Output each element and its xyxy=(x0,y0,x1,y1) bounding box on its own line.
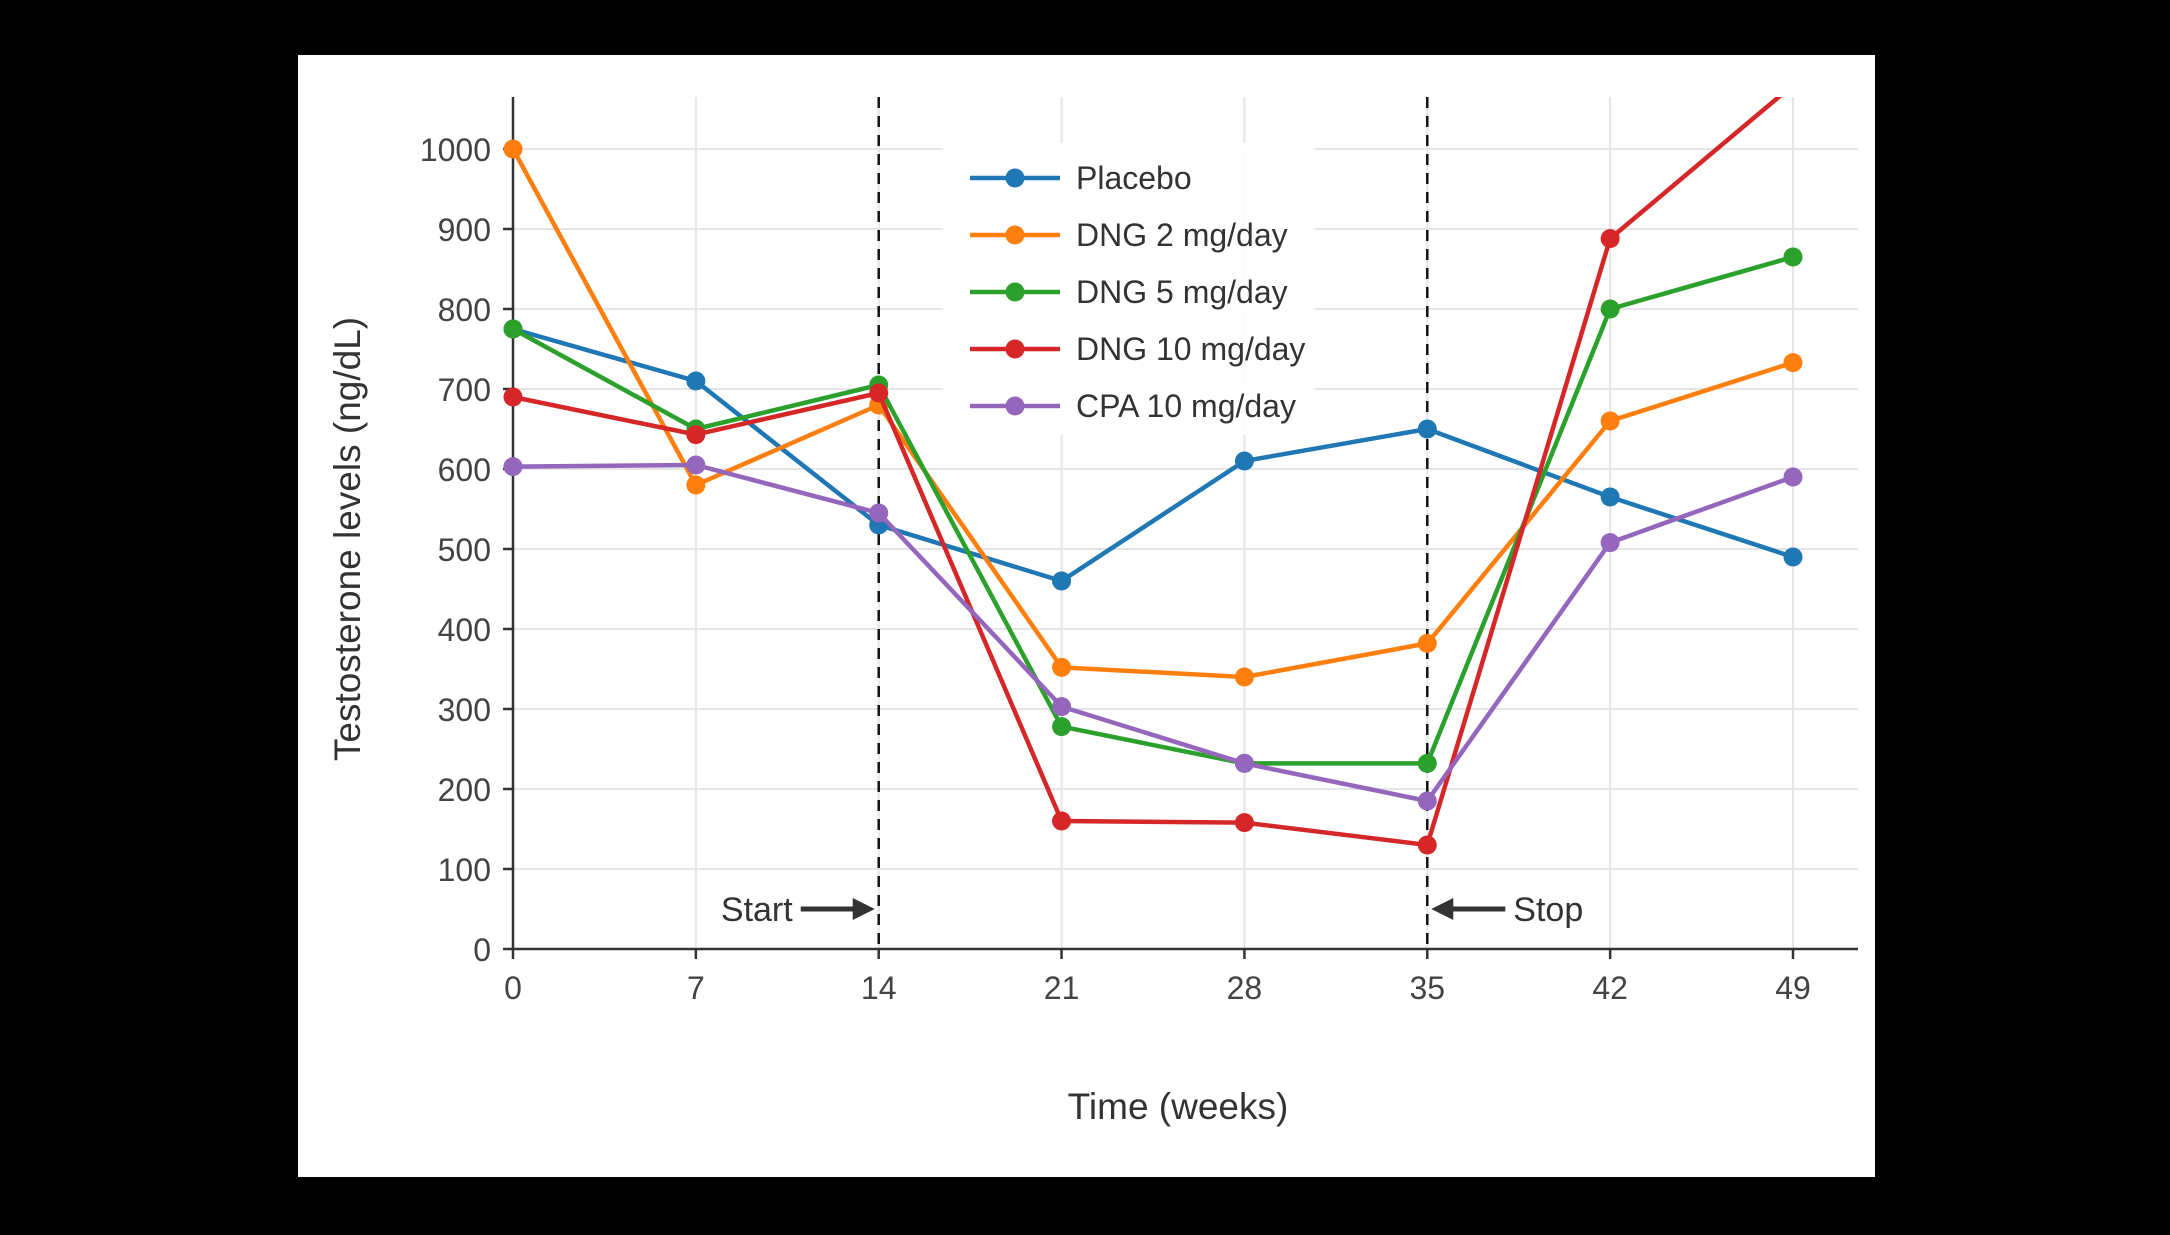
annotation-start: Start xyxy=(721,891,875,929)
x-tick-label: 28 xyxy=(1227,970,1263,1006)
data-point[interactable] xyxy=(869,383,889,403)
x-tick-label: 35 xyxy=(1409,970,1445,1006)
data-point[interactable] xyxy=(1052,571,1072,591)
data-point[interactable] xyxy=(1417,791,1437,811)
data-point[interactable] xyxy=(1417,753,1437,773)
legend-label: DNG 2 mg/day xyxy=(1076,217,1288,253)
legend: Placebo DNG 2 mg/day DNG 5 mg/day DNG 10 mg… xyxy=(943,143,1315,435)
legend-item[interactable]: DNG 2 mg/day xyxy=(970,217,1288,253)
legend-marker xyxy=(1005,396,1025,416)
series-line xyxy=(510,462,1796,804)
data-point[interactable] xyxy=(503,319,523,339)
legend-marker xyxy=(1005,339,1025,359)
data-point[interactable] xyxy=(686,455,706,475)
data-point[interactable] xyxy=(686,425,706,445)
data-point[interactable] xyxy=(1600,487,1620,507)
y-tick-label: 200 xyxy=(438,772,491,808)
data-point[interactable] xyxy=(1417,633,1437,653)
data-point[interactable] xyxy=(1417,419,1437,439)
data-point[interactable] xyxy=(1234,813,1254,833)
y-tick-label: 300 xyxy=(438,692,491,728)
data-point[interactable] xyxy=(1783,247,1803,267)
annotation-label: Stop xyxy=(1513,891,1583,929)
axes: 0 7 14 21 28 35 42 49 0 100 200 300 400 500 600 700 800 9… xyxy=(420,97,1858,1006)
data-series xyxy=(503,76,1803,855)
data-point[interactable] xyxy=(1600,533,1620,553)
data-point[interactable] xyxy=(503,139,523,159)
data-point[interactable] xyxy=(1417,835,1437,855)
y-tick-label: 600 xyxy=(438,452,491,488)
data-point[interactable] xyxy=(503,457,523,477)
legend-item[interactable]: DNG 10 mg/day xyxy=(970,331,1305,367)
data-point[interactable] xyxy=(1234,451,1254,471)
y-tick-label: 100 xyxy=(438,852,491,888)
legend-marker xyxy=(1005,168,1025,188)
y-tick-label: 800 xyxy=(438,292,491,328)
x-tick-label: 21 xyxy=(1044,970,1080,1006)
data-point[interactable] xyxy=(503,387,523,407)
y-tick-label: 400 xyxy=(438,612,491,648)
legend-label: DNG 5 mg/day xyxy=(1076,274,1288,310)
data-point[interactable] xyxy=(1234,753,1254,773)
x-tick-label: 42 xyxy=(1592,970,1628,1006)
data-point[interactable] xyxy=(1783,467,1803,487)
arrow-right-icon xyxy=(852,898,875,920)
data-point[interactable] xyxy=(1784,76,1803,95)
data-point[interactable] xyxy=(1783,547,1803,567)
data-point[interactable] xyxy=(686,371,706,391)
legend-label: DNG 10 mg/day xyxy=(1076,331,1305,367)
data-point[interactable] xyxy=(1052,697,1072,717)
data-point[interactable] xyxy=(1783,353,1803,373)
legend-item[interactable]: CPA 10 mg/day xyxy=(970,388,1296,424)
x-tick-label: 0 xyxy=(504,970,522,1006)
data-point[interactable] xyxy=(1052,811,1072,831)
y-tick-label: 900 xyxy=(438,212,491,248)
arrow-left-icon xyxy=(1431,898,1454,920)
legend-item[interactable]: Placebo xyxy=(970,160,1192,196)
y-axis-title: Testosterone levels (ng/dL) xyxy=(327,317,368,761)
data-point[interactable] xyxy=(686,475,706,495)
x-tick-label: 14 xyxy=(861,970,897,1006)
data-point[interactable] xyxy=(1600,299,1620,319)
data-point[interactable] xyxy=(1600,229,1620,249)
legend-label: CPA 10 mg/day xyxy=(1076,388,1296,424)
testosterone-line-chart: 0 7 14 21 28 35 42 49 0 100 200 300 400 500 600 700 800 9… xyxy=(327,76,1858,1127)
annotation-stop: Stop xyxy=(1431,891,1583,929)
series-line xyxy=(510,326,1796,584)
legend-marker xyxy=(1005,225,1025,245)
x-tick-label: 49 xyxy=(1775,970,1811,1006)
legend-background xyxy=(943,143,1315,435)
series-line xyxy=(510,97,1783,848)
y-tick-label: 500 xyxy=(438,532,491,568)
data-point[interactable] xyxy=(869,503,889,523)
data-point[interactable] xyxy=(1052,657,1072,677)
x-axis-title: Time (weeks) xyxy=(1068,1086,1289,1127)
legend-item[interactable]: DNG 5 mg/day xyxy=(970,274,1288,310)
y-tick-label: 0 xyxy=(473,932,491,968)
data-point[interactable] xyxy=(1600,411,1620,431)
annotations: Start Stop xyxy=(721,891,1583,929)
data-point[interactable] xyxy=(1052,717,1072,737)
y-tick-label: 1000 xyxy=(420,132,491,168)
x-tick-label: 7 xyxy=(687,970,705,1006)
annotation-label: Start xyxy=(721,891,793,929)
legend-label: Placebo xyxy=(1076,160,1192,196)
legend-marker xyxy=(1005,282,1025,302)
series-line xyxy=(510,254,1796,766)
data-point[interactable] xyxy=(1234,667,1254,687)
y-tick-label: 700 xyxy=(438,372,491,408)
chart-panel: 0 7 14 21 28 35 42 49 0 100 200 300 400 500 600 700 800 9… xyxy=(298,55,1875,1177)
